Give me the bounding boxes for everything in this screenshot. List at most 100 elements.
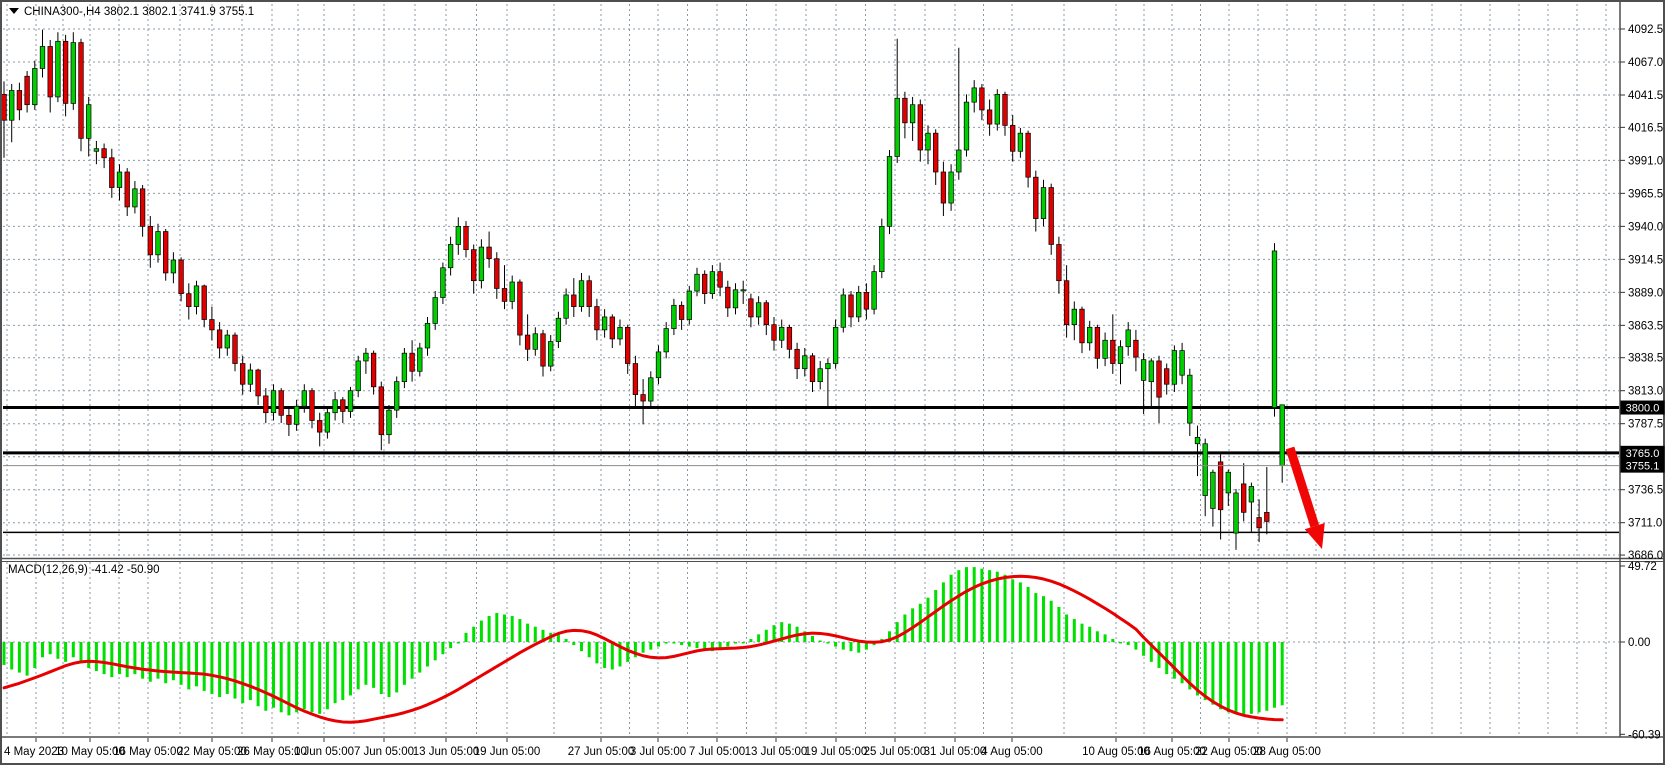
macd-histogram-bar: [241, 642, 245, 704]
macd-histogram-bar: [1211, 642, 1215, 705]
candle-body: [555, 317, 562, 342]
candle-body: [601, 316, 608, 331]
macd-histogram-bar: [934, 590, 938, 642]
macd-histogram-bar: [1273, 642, 1276, 708]
macd-histogram-bar: [56, 642, 60, 659]
macd-histogram-bar: [379, 642, 383, 694]
candle-body: [725, 286, 731, 309]
candle-body: [832, 326, 839, 364]
macd-histogram-bar: [580, 642, 583, 652]
candle-body: [963, 101, 970, 151]
macd-histogram-bar: [179, 642, 183, 685]
macd-histogram-bar: [911, 608, 915, 642]
macd-histogram-bar: [318, 642, 322, 714]
candle-body: [147, 226, 153, 256]
candle-body: [55, 40, 61, 98]
candle-body: [232, 334, 238, 364]
candle-body: [578, 280, 585, 307]
macd-histogram-bar: [1049, 600, 1053, 642]
candle-body: [1179, 350, 1185, 376]
candle-body: [1171, 350, 1178, 385]
macd-histogram-bar: [1134, 642, 1138, 650]
macd-histogram-bar: [472, 626, 476, 642]
macd-histogram-bar: [272, 642, 275, 708]
candle-body: [933, 132, 939, 173]
macd-histogram-bar: [826, 642, 830, 644]
candle-body: [702, 273, 708, 294]
macd-histogram-bar: [349, 642, 352, 696]
candle-body: [925, 132, 931, 151]
candle-body: [309, 390, 315, 421]
candle-body: [347, 390, 354, 412]
candle-body: [1148, 360, 1154, 382]
macd-histogram-bar: [1234, 642, 1238, 714]
macd-histogram-bar: [518, 619, 522, 642]
macd-histogram-bar: [572, 642, 576, 646]
candle-body: [717, 271, 723, 288]
candle-body: [1156, 360, 1162, 398]
macd-histogram-bar: [533, 626, 537, 642]
candle-body: [771, 324, 777, 341]
candle-body: [809, 355, 816, 382]
time-tick-label: 19 Jun 05:00: [474, 746, 541, 758]
candle-body: [16, 90, 23, 111]
candle-body: [732, 289, 739, 309]
candle-body: [509, 281, 515, 302]
candle-body: [432, 297, 438, 324]
macd-histogram-bar: [333, 642, 337, 704]
price-tick-label: 3965.5: [1628, 188, 1663, 200]
candle-body: [301, 390, 307, 407]
price-tick-label: 3787.5: [1628, 419, 1663, 431]
candle-body: [293, 405, 300, 425]
candle-body: [417, 347, 423, 372]
chart-title: CHINA300-,H4 3802.1 3802.1 3741.9 3755.1: [9, 6, 254, 18]
macd-histogram-bar: [988, 570, 992, 642]
macd-histogram-bar: [1265, 642, 1269, 711]
macd-histogram-bar: [610, 642, 614, 670]
macd-histogram-bar: [64, 642, 68, 662]
macd-histogram-bar: [510, 616, 514, 642]
level-price-tag: [1620, 445, 1665, 460]
candle-body: [617, 326, 623, 340]
candle-body: [186, 293, 192, 307]
candle-body: [471, 249, 477, 282]
candle-body: [224, 334, 230, 349]
candle-body: [825, 363, 831, 370]
candle-body: [501, 288, 508, 302]
price-tick-label: 3838.5: [1628, 353, 1663, 365]
candle-body: [802, 355, 808, 370]
candle-body: [286, 414, 292, 425]
trend-arrow-annotation[interactable]: [1285, 446, 1325, 549]
macd-histogram-bar: [710, 642, 714, 652]
candlestick-chart[interactable]: [1, 29, 1285, 550]
candle-body: [1002, 94, 1008, 126]
macd-histogram-bar: [772, 625, 776, 642]
candle-body: [609, 316, 615, 340]
macd-histogram-bar: [1026, 586, 1030, 642]
time-tick-label: 16 Aug 05:00: [1138, 746, 1206, 758]
candle-body: [47, 46, 53, 98]
symbol-dropdown-icon[interactable]: [9, 8, 19, 14]
time-tick-label: 4 May 2023: [4, 746, 64, 758]
macd-histogram-bar: [834, 642, 838, 647]
macd-histogram-bar: [449, 642, 453, 649]
macd-histogram-bar: [1003, 574, 1007, 642]
macd-histogram-bar: [734, 642, 737, 644]
candle-body: [116, 171, 123, 188]
macd-histogram-bar: [941, 582, 945, 642]
macd-indicator-panel[interactable]: [2, 567, 1284, 724]
price-axis[interactable]: 4092.5 4067.0 4041.5 4016.5 3991.0 3965.5 3940…: [1620, 24, 1663, 741]
candle-body: [632, 363, 639, 395]
macd-tick-label: 0.00: [1628, 637, 1650, 649]
candle-body: [401, 352, 408, 382]
macd-histogram-bar: [1018, 582, 1022, 642]
candle-body: [1210, 471, 1216, 509]
candle-body: [24, 75, 30, 106]
candle-body: [1040, 187, 1047, 219]
candle-body: [486, 246, 492, 260]
macd-histogram-bar: [541, 629, 545, 642]
macd-histogram-bar: [295, 642, 299, 713]
time-tick-label: 4 Aug 05:00: [981, 746, 1042, 758]
